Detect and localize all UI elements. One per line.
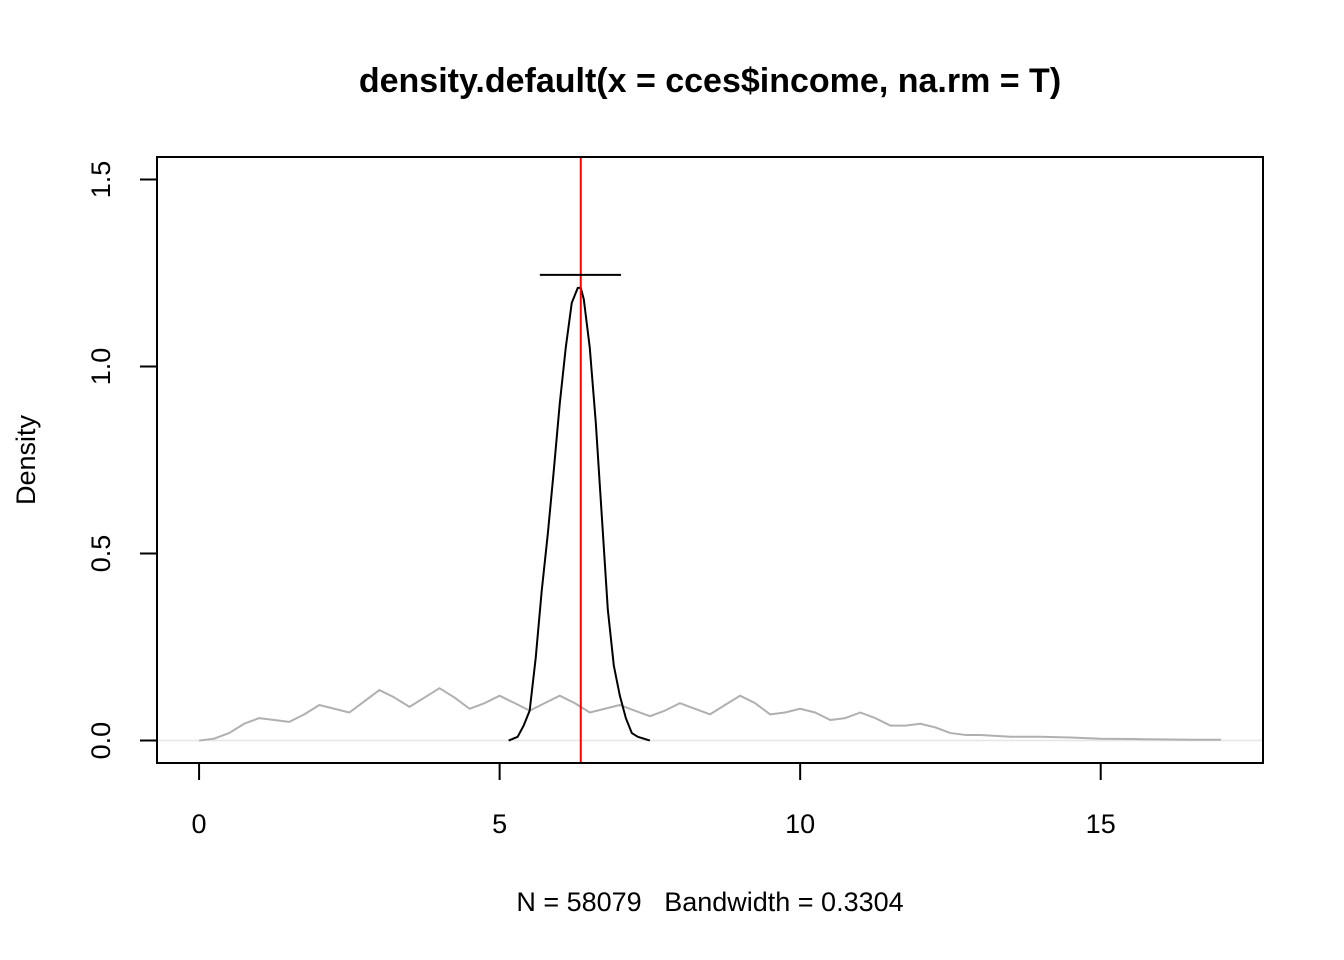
y-tick-label: 0.5: [86, 535, 116, 573]
x-axis-label: N = 58079 Bandwidth = 0.3304: [516, 887, 903, 917]
y-tick-label: 1.0: [86, 348, 116, 386]
series-layer: [198, 286, 1221, 742]
y-axis-label: Density: [11, 414, 41, 505]
y-tick-label: 0.0: [86, 722, 116, 760]
y-axis: 0.0 0.5 1.0 1.5: [86, 161, 158, 760]
x-tick-label: 10: [785, 809, 815, 839]
y-tick-label: 1.5: [86, 161, 116, 199]
x-tick-label: 0: [192, 809, 207, 839]
x-axis: 0 5 10 15: [192, 762, 1116, 839]
chart-title: density.default(x = cces$income, na.rm =…: [359, 62, 1061, 100]
x-tick-label: 5: [492, 809, 507, 839]
annotation-layer: [539, 157, 622, 763]
plot-frame: [156, 156, 1264, 764]
x-tick-label: 15: [1086, 809, 1116, 839]
density-curve-1: [198, 687, 1221, 742]
density-curve-2: [508, 286, 651, 742]
